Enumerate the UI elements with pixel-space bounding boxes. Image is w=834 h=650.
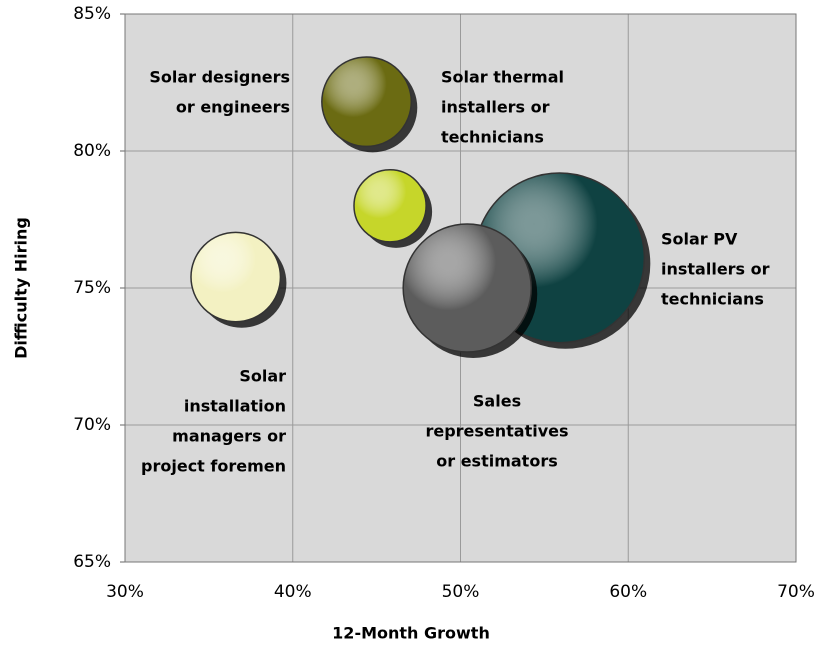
x-tick-label: 30% xyxy=(106,582,144,602)
bubble-label: or estimators xyxy=(436,452,557,471)
bubble-label: representatives xyxy=(425,422,568,441)
x-tick-label: 40% xyxy=(274,582,312,602)
bubble-label: technicians xyxy=(661,290,764,309)
bubble xyxy=(321,56,413,148)
y-tick-label: 85% xyxy=(73,4,111,24)
x-tick-label: 70% xyxy=(777,582,815,602)
bubble-label: technicians xyxy=(441,128,544,147)
bubble xyxy=(190,231,282,323)
bubble-label: Solar xyxy=(239,367,286,386)
x-axis-label: 12-Month Growth xyxy=(332,624,490,643)
bubble-label: Sales xyxy=(473,392,521,411)
bubble-label: Solar designers xyxy=(149,68,290,87)
bubble-label: installers or xyxy=(441,98,550,117)
bubble xyxy=(353,168,427,243)
y-axis-label: Difficulty Hiring xyxy=(12,217,31,359)
plot-border xyxy=(124,13,797,563)
bubble-label: Solar thermal xyxy=(441,68,564,87)
bubble-label: or engineers xyxy=(176,98,290,117)
y-tick-label: 70% xyxy=(73,415,111,435)
bubble-label: Solar PV xyxy=(661,230,738,249)
bubble-label: managers or xyxy=(172,427,286,446)
y-tick-label: 65% xyxy=(73,552,111,572)
bubble-label: installation xyxy=(184,397,286,416)
x-tick-label: 50% xyxy=(442,582,480,602)
bubble-label: project foremen xyxy=(141,457,286,476)
y-tick-label: 80% xyxy=(73,141,111,161)
y-tick-label: 75% xyxy=(73,278,111,298)
x-tick-label: 60% xyxy=(609,582,647,602)
bubble xyxy=(402,223,532,353)
bubble-label: installers or xyxy=(661,260,770,279)
